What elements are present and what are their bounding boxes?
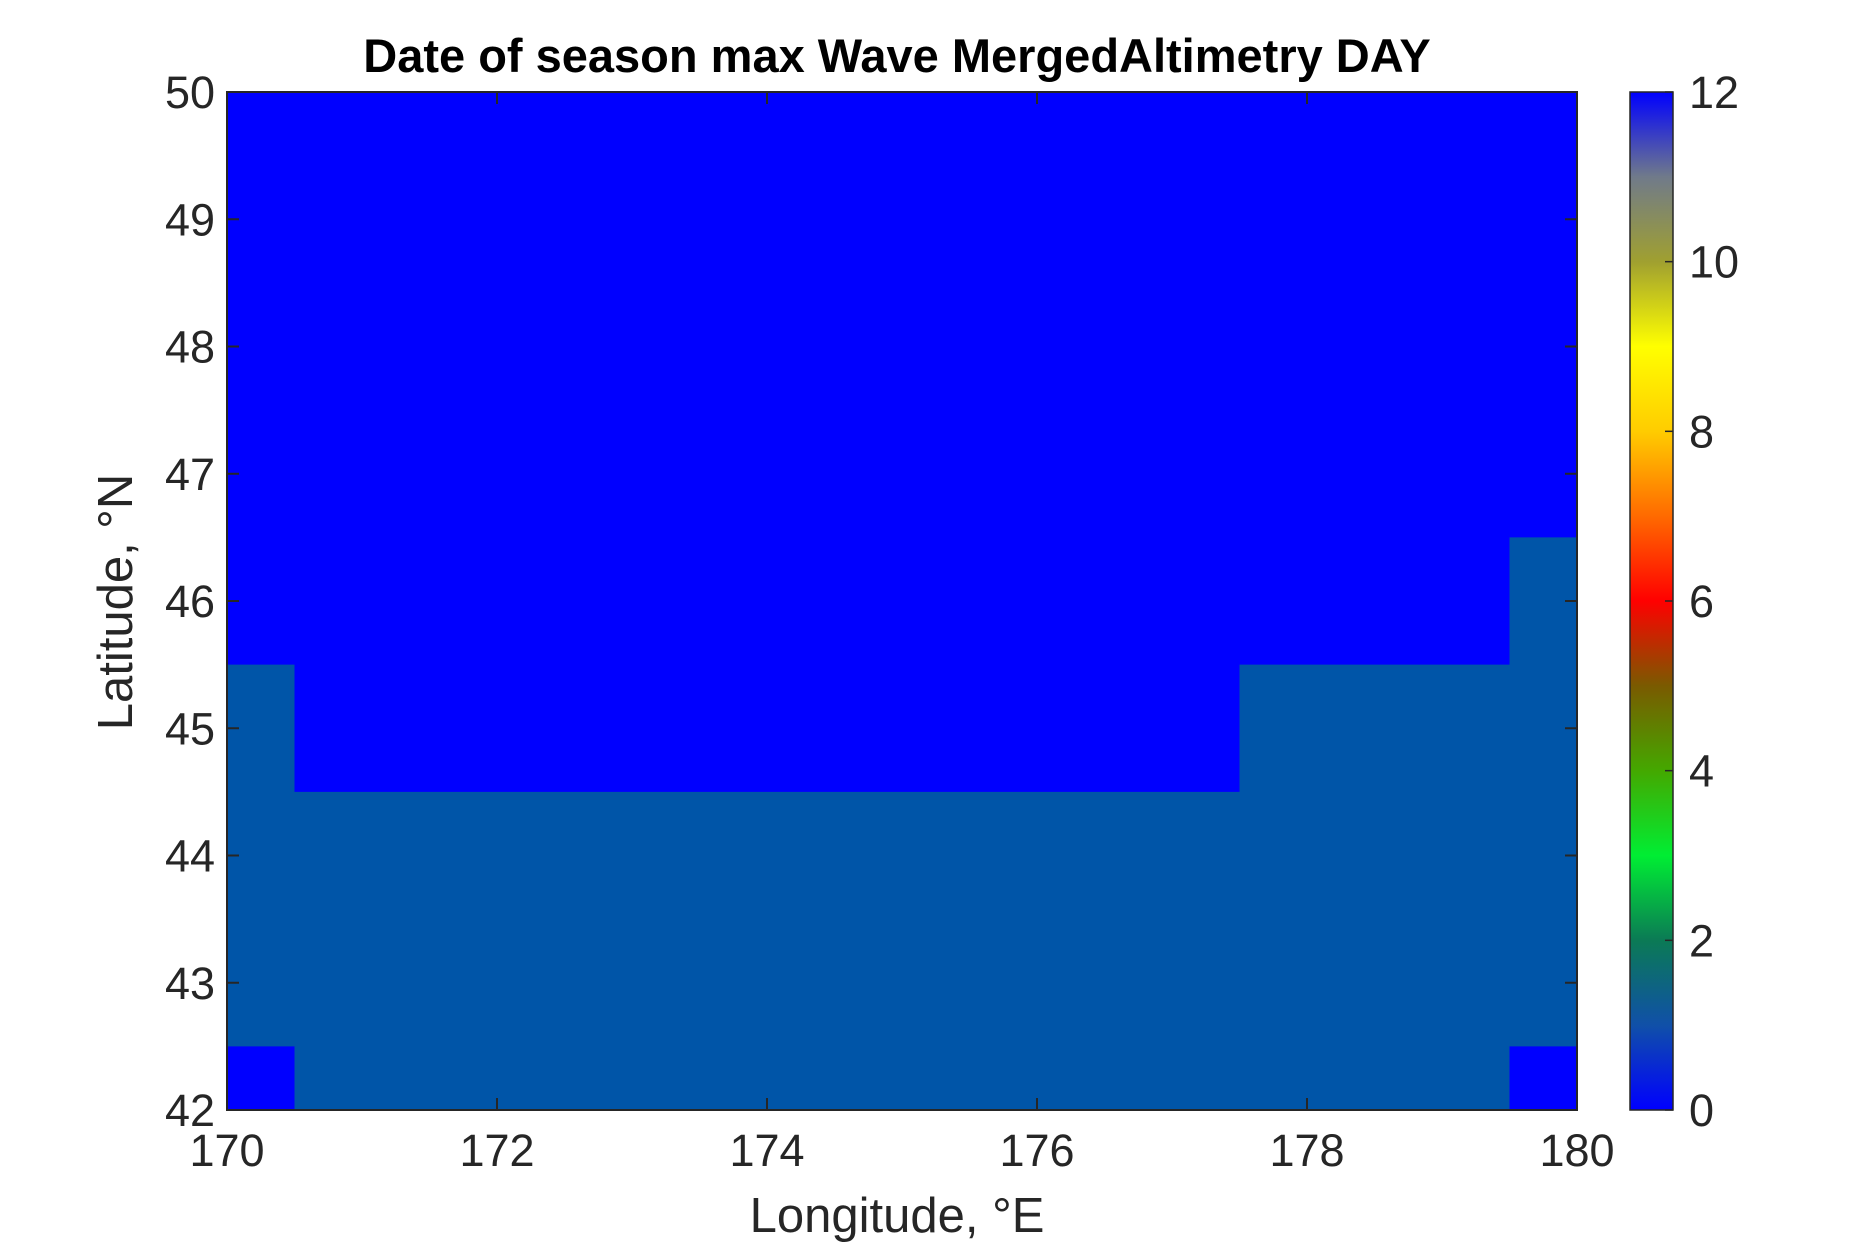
plot-area: [226, 91, 1578, 1111]
y-tick-label: 49: [165, 194, 215, 245]
x-axis: 170 172 174 176 178 180: [189, 92, 1615, 1176]
colorbar-tick-label: 2: [1689, 915, 1714, 966]
x-tick-label: 174: [729, 1125, 804, 1176]
colorbar-tick-label: 8: [1689, 406, 1714, 457]
x-axis-label: Longitude, °E: [750, 1189, 1045, 1243]
x-tick-label: 170: [189, 1125, 264, 1176]
y-tick-label: 48: [165, 322, 215, 373]
y-tick-label: 45: [165, 703, 215, 754]
x-tick-label: 176: [999, 1125, 1074, 1176]
x-tick-label: 180: [1539, 1125, 1614, 1176]
colorbar-tick-label: 10: [1689, 237, 1739, 288]
heatmap-cell-lower-3: [1509, 537, 1577, 1047]
colorbar: 0 2 4 6 8 10 12: [1629, 67, 1739, 1136]
colorbar-tick-label: 12: [1689, 67, 1739, 118]
y-tick-label: 47: [165, 449, 215, 500]
heatmap-cell-lower-2: [1239, 664, 1510, 1110]
y-tick-label: 42: [165, 1085, 215, 1136]
chart-title: Date of season max Wave MergedAltimetry …: [363, 29, 1430, 82]
y-tick-label: 46: [165, 576, 215, 627]
y-axis-label: Latitude, °N: [89, 474, 143, 731]
y-axis: 42 43 44 45 46 47 48 49 50: [165, 67, 1577, 1136]
colorbar-tick-label: 0: [1689, 1085, 1714, 1136]
colorbar-tick-label: 6: [1689, 576, 1714, 627]
colorbar-tick-label: 4: [1689, 746, 1714, 797]
y-tick-label: 43: [165, 958, 215, 1009]
y-tick-label: 50: [165, 67, 215, 118]
x-tick-label: 172: [459, 1125, 534, 1176]
heatmap-cell-lower-1: [294, 791, 1240, 1110]
x-tick-label: 178: [1269, 1125, 1344, 1176]
y-tick-label: 44: [165, 831, 215, 882]
